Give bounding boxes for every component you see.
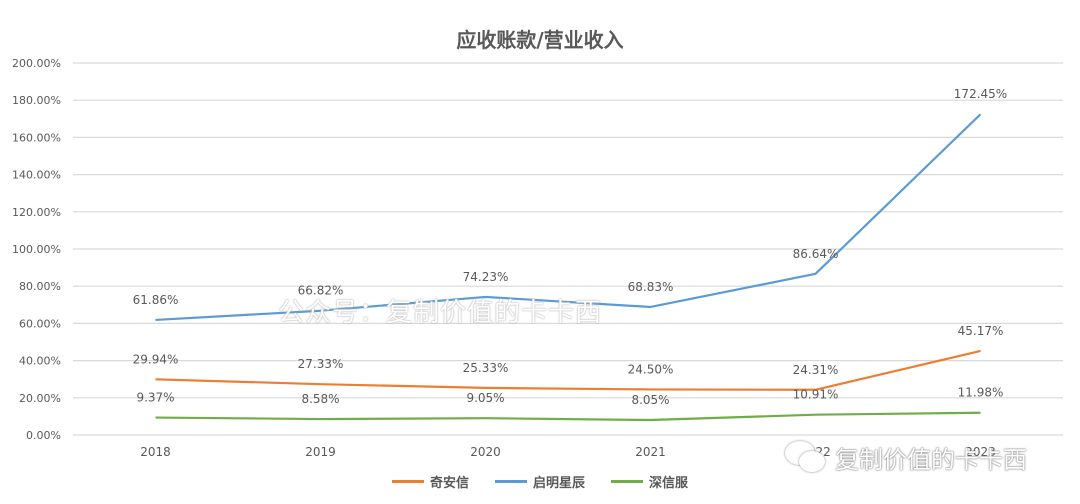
data-label: 10.91% bbox=[793, 388, 839, 402]
y-tick-label: 80.00% bbox=[19, 280, 61, 293]
data-label: 8.58% bbox=[301, 392, 339, 406]
data-label: 27.33% bbox=[298, 357, 344, 371]
x-tick-label: 2020 bbox=[470, 445, 501, 459]
line-chart-plot: 0.00% 20.00% 40.00% 60.00% 80.00% 100.00% 120.… bbox=[12, 57, 1063, 459]
y-tick-label: 100.00% bbox=[12, 243, 61, 256]
y-tick-label: 40.00% bbox=[19, 355, 61, 368]
data-label: 61.86% bbox=[133, 293, 179, 307]
y-tick-label: 120.00% bbox=[12, 206, 61, 219]
data-label: 8.05% bbox=[631, 393, 669, 407]
series-line bbox=[155, 349, 981, 391]
x-tick-label: 2023 bbox=[965, 445, 996, 459]
legend-label: 深信服 bbox=[649, 476, 689, 491]
legend-item: 深信服 bbox=[611, 472, 688, 491]
x-tick-label: 2018 bbox=[140, 445, 171, 459]
legend-swatch bbox=[494, 480, 527, 483]
data-label: 172.45% bbox=[954, 87, 1007, 101]
watermark-center-text: 公众号：复制价值的卡卡西 bbox=[278, 298, 603, 328]
legend-item: 奇安信 bbox=[391, 472, 469, 491]
wechat-icon bbox=[785, 440, 829, 475]
watermark-corner-text: 复制价值的卡卡西 bbox=[835, 446, 1027, 474]
data-label: 29.94% bbox=[133, 352, 179, 366]
legend-swatch bbox=[391, 480, 424, 483]
y-tick-label: 160.00% bbox=[12, 131, 61, 144]
data-label: 86.64% bbox=[793, 247, 839, 261]
y-tick-label: 200.00% bbox=[12, 57, 61, 70]
y-tick-label: 180.00% bbox=[12, 94, 61, 107]
data-label: 11.98% bbox=[958, 386, 1004, 400]
y-tick-label: 0.00% bbox=[26, 429, 61, 442]
chart-title: 应收账款/营业收入 bbox=[456, 28, 624, 52]
data-label: 9.05% bbox=[466, 391, 504, 405]
x-tick-label: 2021 bbox=[635, 445, 666, 459]
y-tick-label: 140.00% bbox=[12, 169, 61, 182]
legend-swatch bbox=[611, 480, 643, 483]
data-label: 45.17% bbox=[958, 324, 1004, 338]
series-line bbox=[155, 113, 982, 322]
legend-label: 奇安信 bbox=[429, 476, 469, 491]
data-label: 66.82% bbox=[298, 284, 344, 298]
data-label: 68.83% bbox=[628, 280, 674, 294]
y-tick-label: 60.00% bbox=[19, 317, 61, 330]
watermark-corner: 复制价值的卡卡西 bbox=[785, 440, 1027, 475]
y-tick-label: 20.00% bbox=[19, 392, 61, 405]
data-label: 24.50% bbox=[628, 362, 674, 376]
data-label: 24.31% bbox=[793, 363, 839, 377]
data-label: 74.23% bbox=[463, 270, 509, 284]
data-label: 9.37% bbox=[136, 391, 174, 405]
series-line bbox=[155, 411, 981, 422]
chart-legend: 奇安信 启明星辰 深信服 bbox=[0, 472, 1080, 491]
legend-label: 启明星辰 bbox=[532, 476, 585, 491]
legend-item: 启明星辰 bbox=[494, 472, 585, 491]
x-tick-label: 2019 bbox=[305, 445, 336, 459]
data-label: 25.33% bbox=[463, 361, 509, 375]
